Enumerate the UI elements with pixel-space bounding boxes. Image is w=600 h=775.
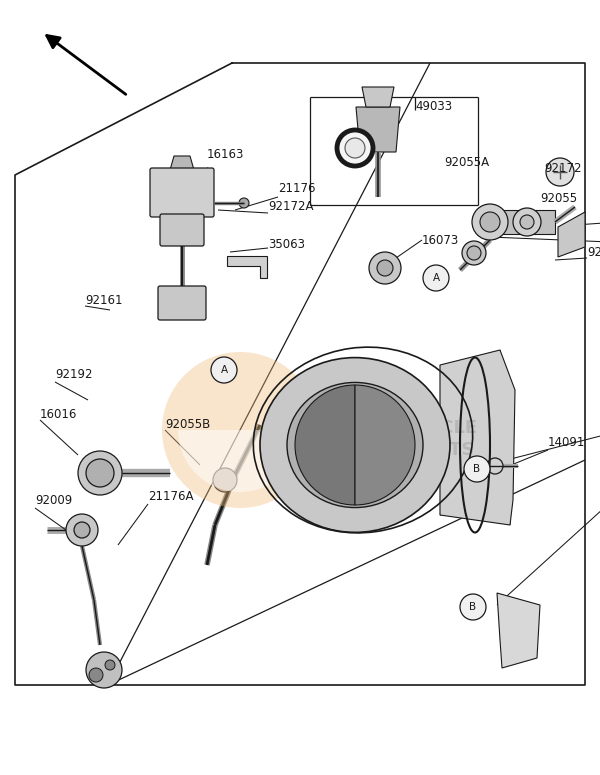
Text: 92055A: 92055A <box>444 157 489 170</box>
Text: MOTORCYCLE: MOTORCYCLE <box>340 419 477 437</box>
Circle shape <box>513 208 541 236</box>
Polygon shape <box>362 87 394 107</box>
Text: 92009: 92009 <box>35 494 72 507</box>
Circle shape <box>78 451 122 495</box>
Circle shape <box>345 138 365 158</box>
Text: 14091: 14091 <box>548 436 586 449</box>
Circle shape <box>211 357 237 383</box>
Text: 16163: 16163 <box>207 149 244 161</box>
Text: 21176: 21176 <box>278 181 316 195</box>
Circle shape <box>460 594 486 620</box>
Polygon shape <box>490 210 555 234</box>
Circle shape <box>337 130 373 166</box>
Circle shape <box>213 468 237 492</box>
Text: A: A <box>433 273 440 283</box>
Text: 16016: 16016 <box>40 408 77 422</box>
Wedge shape <box>178 430 302 492</box>
Circle shape <box>467 246 481 260</box>
Text: 92172: 92172 <box>544 161 581 174</box>
Text: 92172B: 92172B <box>587 246 600 260</box>
Circle shape <box>239 198 249 208</box>
Text: 92192: 92192 <box>55 368 92 381</box>
Ellipse shape <box>307 401 403 489</box>
Text: 92172A: 92172A <box>268 201 314 213</box>
Text: B: B <box>473 464 481 474</box>
FancyBboxPatch shape <box>158 286 206 320</box>
Ellipse shape <box>287 382 423 508</box>
Circle shape <box>520 215 534 229</box>
Text: 35063: 35063 <box>268 239 305 252</box>
FancyBboxPatch shape <box>160 214 204 246</box>
Circle shape <box>472 204 508 240</box>
Circle shape <box>480 212 500 232</box>
Circle shape <box>487 458 503 474</box>
Polygon shape <box>440 350 515 525</box>
Polygon shape <box>497 593 540 668</box>
Circle shape <box>464 456 490 482</box>
Circle shape <box>86 652 122 688</box>
Circle shape <box>89 668 103 682</box>
Wedge shape <box>295 385 355 505</box>
Text: 92055B: 92055B <box>165 418 210 432</box>
Polygon shape <box>356 107 400 152</box>
Circle shape <box>546 158 574 186</box>
Text: 49033: 49033 <box>415 101 452 113</box>
Polygon shape <box>558 212 585 257</box>
Text: B: B <box>469 602 476 612</box>
Ellipse shape <box>260 357 450 532</box>
Circle shape <box>105 660 115 670</box>
Text: 16073: 16073 <box>422 233 459 246</box>
Circle shape <box>66 514 98 546</box>
Circle shape <box>162 352 318 508</box>
Text: SPARE PARTS: SPARE PARTS <box>340 441 475 459</box>
Text: 21176A: 21176A <box>148 491 193 504</box>
Circle shape <box>369 252 401 284</box>
Circle shape <box>423 265 449 291</box>
Polygon shape <box>170 156 194 170</box>
Circle shape <box>74 522 90 538</box>
Wedge shape <box>355 385 415 505</box>
Circle shape <box>86 459 114 487</box>
Circle shape <box>377 260 393 276</box>
Polygon shape <box>227 256 267 278</box>
Text: 92161: 92161 <box>85 294 122 306</box>
Text: 92055: 92055 <box>540 191 577 205</box>
Text: A: A <box>220 365 227 375</box>
FancyBboxPatch shape <box>150 168 214 217</box>
Circle shape <box>462 241 486 265</box>
